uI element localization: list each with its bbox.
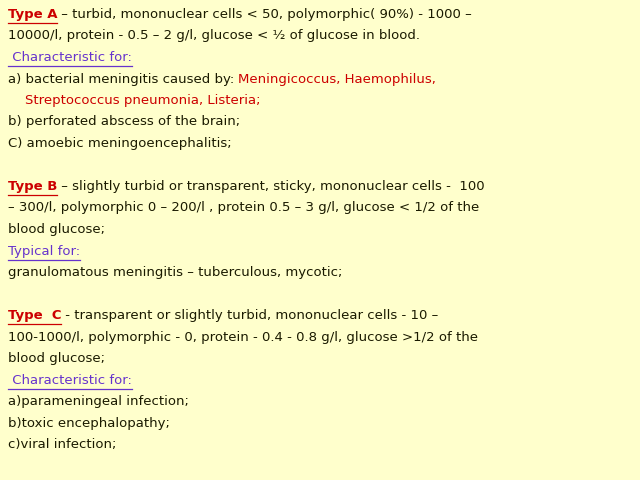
Text: b)toxic encephalopathy;: b)toxic encephalopathy; (8, 417, 170, 430)
Text: Type B: Type B (8, 180, 58, 193)
Text: – 300/l, polymorphic 0 – 200/l , protein 0.5 – 3 g/l, glucose < 1/2 of the: – 300/l, polymorphic 0 – 200/l , protein… (8, 202, 479, 215)
Text: - transparent or slightly turbid, mononuclear cells - 10 –: - transparent or slightly turbid, mononu… (61, 309, 439, 322)
Text: b) perforated abscess of the brain;: b) perforated abscess of the brain; (8, 116, 240, 129)
Text: granulomatous meningitis – tuberculous, mycotic;: granulomatous meningitis – tuberculous, … (8, 266, 342, 279)
Text: Characteristic for:: Characteristic for: (8, 373, 132, 386)
Text: 100-1000/l, polymorphic - 0, protein - 0.4 - 0.8 g/l, glucose >1/2 of the: 100-1000/l, polymorphic - 0, protein - 0… (8, 331, 478, 344)
Text: a) bacterial meningitis caused by:: a) bacterial meningitis caused by: (8, 72, 239, 85)
Text: blood glucose;: blood glucose; (8, 352, 105, 365)
Text: – turbid, mononuclear cells < 50, polymorphic( 90%) - 1000 –: – turbid, mononuclear cells < 50, polymo… (58, 8, 472, 21)
Text: Typical for:: Typical for: (8, 244, 80, 257)
Text: a)parameningeal infection;: a)parameningeal infection; (8, 395, 189, 408)
Text: Type A: Type A (8, 8, 58, 21)
Text: blood glucose;: blood glucose; (8, 223, 105, 236)
Text: Type  C: Type C (8, 309, 61, 322)
Text: Meningicoccus, Haemophilus,: Meningicoccus, Haemophilus, (239, 72, 436, 85)
Text: – slightly turbid or transparent, sticky, mononuclear cells -  100: – slightly turbid or transparent, sticky… (58, 180, 485, 193)
Text: Streptococcus pneumonia, Listeria;: Streptococcus pneumonia, Listeria; (8, 94, 260, 107)
Text: C) amoebic meningoencephalitis;: C) amoebic meningoencephalitis; (8, 137, 232, 150)
Text: Characteristic for:: Characteristic for: (8, 51, 132, 64)
Text: c)viral infection;: c)viral infection; (8, 438, 116, 451)
Text: 10000/l, protein - 0.5 – 2 g/l, glucose < ½ of glucose in blood.: 10000/l, protein - 0.5 – 2 g/l, glucose … (8, 29, 420, 43)
